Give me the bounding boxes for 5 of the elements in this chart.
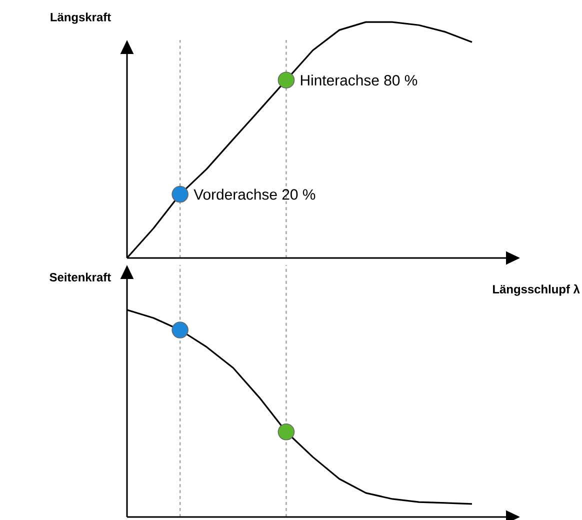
y-axis-title: Längskraft (50, 12, 111, 24)
x-axis-title: Längsschlupf λ (493, 284, 580, 296)
series-label: Hinterachse 80 % (300, 74, 418, 86)
y-axis-title: Seitenkraft (50, 272, 111, 282)
series-label: Vorderachse 20 % (194, 188, 316, 200)
